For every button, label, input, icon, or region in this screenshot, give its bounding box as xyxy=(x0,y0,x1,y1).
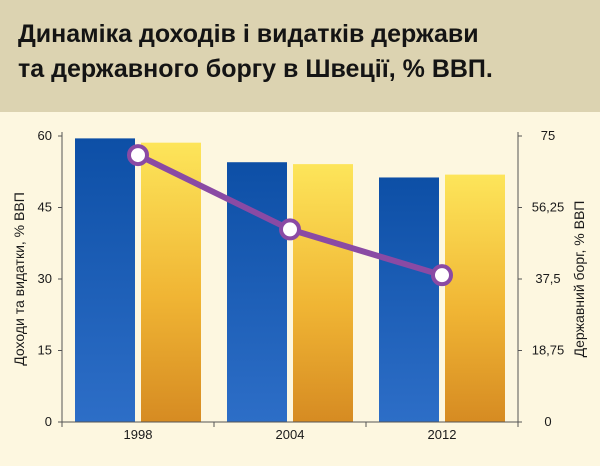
y-right-tick-label: 56,25 xyxy=(532,200,565,215)
bar-gold-1998 xyxy=(141,142,201,422)
y-axis-left-title: Доходи та видатки, % ВВП xyxy=(11,192,27,366)
debt-point-1998 xyxy=(127,144,149,167)
x-tick-label-2004: 2004 xyxy=(276,427,305,442)
bar-blue-2012 xyxy=(379,177,439,422)
chart-title-line-1: Динаміка доходів і видатків держави xyxy=(18,20,479,48)
y-axis-right-title: Державний борг, % ВВП xyxy=(571,201,587,358)
x-tick-label-2012: 2012 xyxy=(428,427,457,442)
y-left-tick-label: 60 xyxy=(38,128,52,143)
y-left-tick-label: 30 xyxy=(38,271,52,286)
bar-gold-2012 xyxy=(445,174,505,422)
debt-point-2012 xyxy=(431,264,453,287)
chart-title-line-2: та державного боргу в Швеції, % ВВП. xyxy=(18,55,493,83)
chart: 0 15 30 45 60 0 18,75 37,5 56,25 75 1998 2004 2012 До… xyxy=(11,128,587,442)
header-banner xyxy=(0,0,600,112)
y-right-tick-label: 0 xyxy=(544,414,551,429)
y-left-tick-label: 45 xyxy=(38,200,52,215)
y-left-tick-label: 0 xyxy=(45,414,52,429)
chart-title: Динаміка доходів і видатків держави та д… xyxy=(18,17,588,87)
bar-gold-2004 xyxy=(293,164,353,422)
y-right-tick-label: 75 xyxy=(541,128,555,143)
y-right-tick-label: 18,75 xyxy=(532,343,565,358)
y-right-tick-label: 37,5 xyxy=(535,271,560,286)
bar-blue-1998 xyxy=(75,138,135,422)
y-left-tick-label: 15 xyxy=(38,343,52,358)
x-tick-label-1998: 1998 xyxy=(124,427,153,442)
debt-point-2004 xyxy=(279,218,301,241)
